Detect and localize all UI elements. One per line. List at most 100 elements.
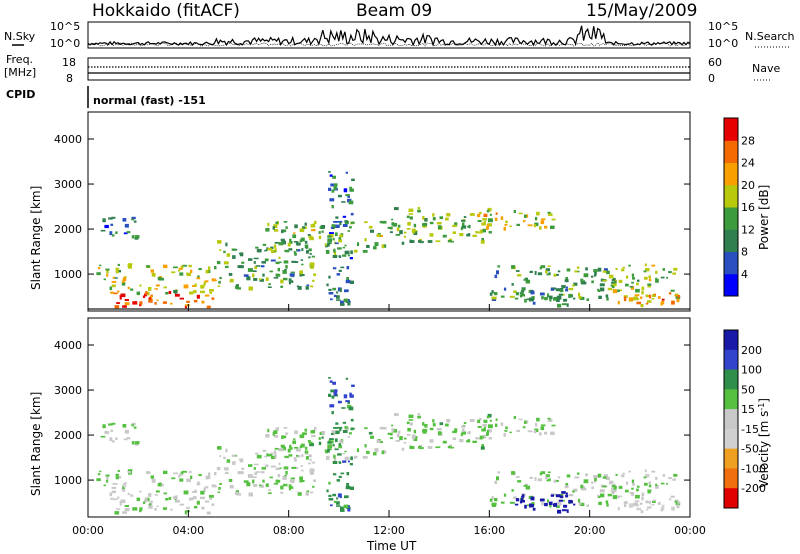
power-cell	[605, 294, 609, 298]
power-cell	[409, 216, 413, 220]
velocity-cell	[491, 504, 497, 507]
power-cell	[630, 286, 635, 290]
velocity-cell	[562, 509, 567, 512]
power-cell	[598, 295, 602, 299]
power-cell	[673, 267, 678, 271]
power-cell	[479, 229, 483, 234]
power-cell	[331, 189, 335, 193]
velocity-colorbar-swatch	[724, 369, 738, 390]
velocity-cell	[655, 483, 658, 487]
power-cell	[612, 289, 618, 294]
power-cell	[518, 212, 523, 215]
power-cell	[463, 216, 467, 218]
velocity-colorbar-swatch	[724, 409, 738, 430]
velocity-cell	[327, 444, 333, 449]
velocity-cell	[280, 444, 285, 448]
power-cell	[558, 293, 563, 296]
velocity-cell	[364, 444, 367, 448]
velocity-cell	[599, 493, 605, 498]
velocity-cell	[186, 478, 191, 483]
velocity-cell	[346, 472, 350, 476]
power-cell	[469, 213, 475, 216]
power-colorbar-tick: 12	[741, 223, 755, 236]
velocity-cell	[105, 474, 110, 477]
power-cell	[284, 249, 289, 252]
power-cell	[629, 285, 633, 288]
velocity-cell	[673, 473, 678, 477]
velocity-cell	[618, 485, 623, 489]
power-cell	[124, 223, 129, 228]
velocity-cell	[406, 434, 411, 436]
power-cell	[408, 213, 414, 215]
velocity-cell	[557, 476, 561, 479]
power-cell	[382, 220, 387, 224]
velocity-cell	[496, 476, 499, 481]
power-cell	[131, 216, 136, 220]
velocity-cell	[116, 508, 120, 510]
velocity-cell	[488, 437, 492, 440]
power-cell	[115, 269, 119, 274]
velocity-cell	[677, 501, 681, 504]
velocity-cell	[417, 413, 421, 416]
velocity-cell	[487, 424, 493, 429]
power-cell	[566, 268, 571, 272]
velocity-cell	[239, 471, 244, 475]
power-cell	[189, 291, 194, 295]
velocity-cell	[565, 492, 568, 495]
power-cell	[150, 269, 154, 273]
cpid-panel: CPID normal (fast) -151	[6, 86, 206, 108]
velocity-cell	[278, 467, 282, 469]
power-cell	[481, 222, 486, 226]
power-cell	[329, 198, 335, 202]
velocity-cell	[239, 458, 242, 461]
velocity-cell	[640, 510, 644, 514]
power-cell	[194, 283, 197, 287]
power-cell	[338, 236, 342, 240]
power-cell	[541, 296, 544, 300]
power-cell	[547, 295, 550, 298]
velocity-cell	[672, 478, 676, 481]
velocity-cell	[117, 469, 120, 472]
velocity-cell	[104, 430, 109, 435]
power-range-label: Slant Range [km]	[29, 186, 43, 290]
power-cell	[342, 224, 348, 227]
velocity-cell	[479, 417, 482, 421]
velocity-cell	[342, 460, 347, 463]
power-cell	[253, 278, 258, 281]
velocity-cell	[342, 421, 347, 424]
power-cell	[329, 232, 334, 234]
velocity-cell	[339, 440, 343, 444]
velocity-cell	[381, 450, 385, 455]
velocity-cell	[548, 478, 551, 480]
power-cell	[105, 268, 110, 271]
power-cell	[318, 231, 321, 234]
velocity-cell	[407, 427, 411, 432]
velocity-cell	[273, 483, 279, 485]
velocity-cell	[304, 432, 307, 435]
velocity-cell	[382, 426, 387, 430]
velocity-cell	[576, 472, 580, 475]
power-cell	[225, 265, 229, 268]
velocity-cell	[494, 480, 498, 485]
velocity-cell	[435, 446, 441, 449]
velocity-cell	[126, 437, 131, 440]
velocity-cell	[163, 492, 167, 495]
velocity-cell	[379, 426, 383, 430]
date-title: 15/May/2009	[586, 1, 698, 21]
velocity-cell	[565, 494, 569, 498]
velocity-cell	[593, 475, 598, 479]
power-cell	[411, 228, 416, 232]
velocity-cell	[335, 422, 339, 425]
power-cell	[305, 247, 308, 249]
power-cell	[282, 270, 287, 274]
velocity-cell	[278, 448, 284, 452]
power-cell	[278, 256, 281, 259]
velocity-cell	[223, 467, 229, 471]
power-cell	[597, 267, 602, 272]
power-cell	[232, 255, 236, 259]
velocity-cell	[188, 470, 192, 474]
velocity-cell	[214, 472, 217, 476]
power-cell	[188, 264, 192, 268]
power-colorbar-tick: 28	[741, 134, 755, 147]
power-cell	[340, 266, 345, 269]
